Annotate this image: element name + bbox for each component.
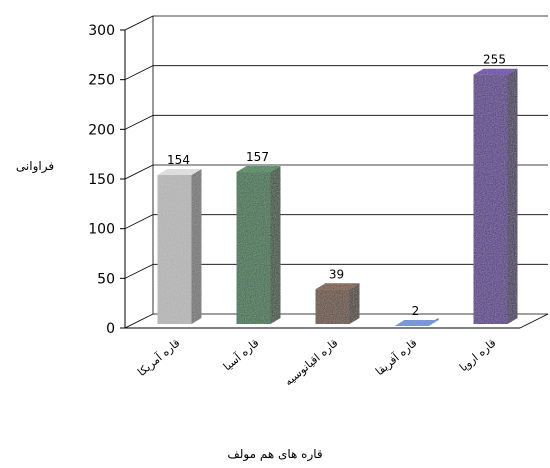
bar-top [157, 169, 202, 176]
gridline-depth [124, 114, 154, 130]
y-tick-label: 150 [88, 172, 115, 188]
gridline-depth [124, 164, 154, 180]
bar-top [473, 68, 518, 75]
bar-front [157, 175, 192, 324]
bar [315, 283, 360, 324]
bar-side [507, 68, 518, 324]
data-label: 39 [329, 267, 344, 281]
gridline-depth [124, 263, 154, 279]
bar [473, 68, 518, 324]
data-label: 255 [483, 53, 506, 67]
grid-layer [124, 15, 548, 329]
gridline-depth [124, 15, 154, 31]
bar-front [315, 289, 350, 324]
x-tick-label: قاره آسیا [220, 336, 261, 374]
bar-side [191, 169, 202, 324]
y-tick-label: 200 [88, 122, 115, 138]
x-axis-label: قاره های هم مولف [227, 447, 322, 462]
gridline-depth [124, 214, 154, 230]
floor-right-edge [519, 313, 549, 329]
y-tick-label: 300 [88, 23, 115, 39]
x-tick-label: قاره آفریقا [372, 336, 419, 379]
bar-top [236, 166, 281, 173]
data-label: 2 [412, 304, 420, 318]
gridline-depth [124, 65, 154, 81]
bar [157, 169, 202, 324]
y-tick-label: 250 [88, 73, 115, 89]
y-axis-label: فراوانی [16, 159, 54, 174]
bar-top [394, 320, 439, 327]
bar-side [349, 283, 360, 324]
bar-front [473, 74, 508, 324]
data-label: 157 [246, 150, 269, 164]
bar [394, 318, 439, 327]
bars-layer [157, 68, 518, 327]
gridline-depth [124, 313, 154, 329]
x-tick-label: قاره اقیانوسیه [282, 336, 340, 388]
bar-front [236, 172, 271, 324]
bar-side [270, 166, 281, 324]
data-label: 154 [167, 153, 190, 167]
y-tick-label: 0 [106, 321, 115, 337]
y-tick-label: 100 [88, 222, 115, 238]
bar-top [315, 283, 360, 290]
x-tick-label: قاره آمریکا [135, 336, 183, 379]
x-tick-label: قاره اروپا [457, 336, 499, 374]
bar [236, 166, 281, 324]
y-tick-label: 50 [97, 271, 115, 287]
labels-layer: 0 50 100 150 200 250 300 154 قاره آمریکا 157 قاره … [88, 23, 506, 388]
axis-layer [120, 16, 549, 329]
